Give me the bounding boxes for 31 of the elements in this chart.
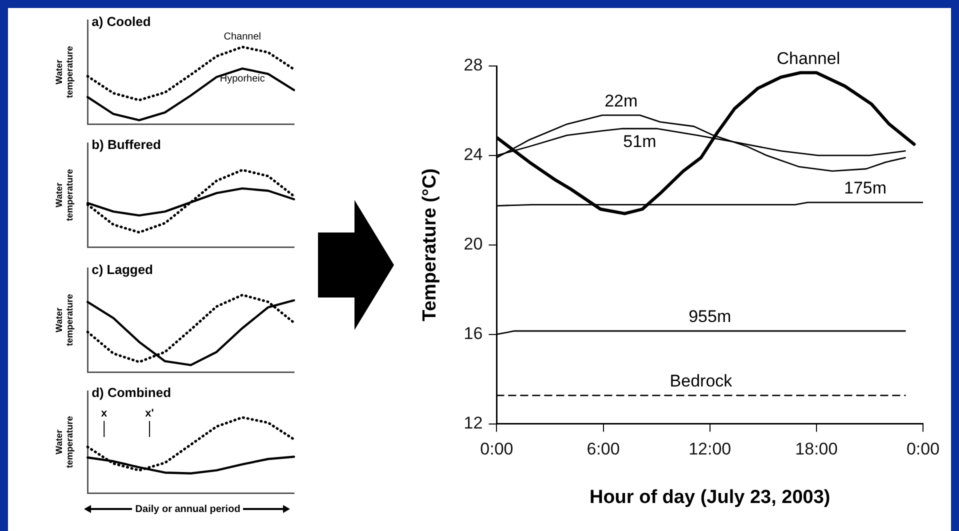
chart-title: a) Cooled [92,14,151,30]
y-axis-title: Water temperature [54,294,75,346]
series-label: Channel [224,32,262,43]
series-label: Channel [776,48,840,68]
y-tick-label: 20 [464,234,483,254]
series-label: Bedrock [670,372,733,391]
x-axis-title: Hour of day (July 23, 2003) [589,486,830,508]
chart-title: d) Combined [92,385,172,400]
chart-title: c) Lagged [92,262,154,278]
y-axis-title: Water temperature [54,168,75,222]
y-tick-label: 28 [464,56,483,75]
y-tick-label: 24 [464,145,483,164]
series-label: 22m [604,91,638,110]
series-label: 175m [844,178,887,198]
x-axis-title: Daily or annual period [135,504,240,515]
x-tick-label: 6:00 [586,440,620,459]
x-tick-label: 18:00 [795,440,838,459]
x-tick-label: 0:00 [480,440,514,459]
annotation: x [101,408,108,420]
x-tick-label: 0:00 [906,440,940,459]
y-tick-label: 16 [464,324,483,344]
y-axis-title: Water temperature [54,416,75,468]
series-label: Hyporheic [220,73,265,84]
x-tick-label: 12:00 [688,440,732,459]
y-axis-title: Temperature (°C) [420,168,441,322]
y-tick-label: 12 [464,413,483,432]
chart-title: b) Buffered [92,137,161,152]
y-axis-title: Water temperature [54,46,75,98]
series-label: 51m [623,132,656,151]
series-label: 955m [688,307,732,326]
annotation: x' [145,408,154,420]
